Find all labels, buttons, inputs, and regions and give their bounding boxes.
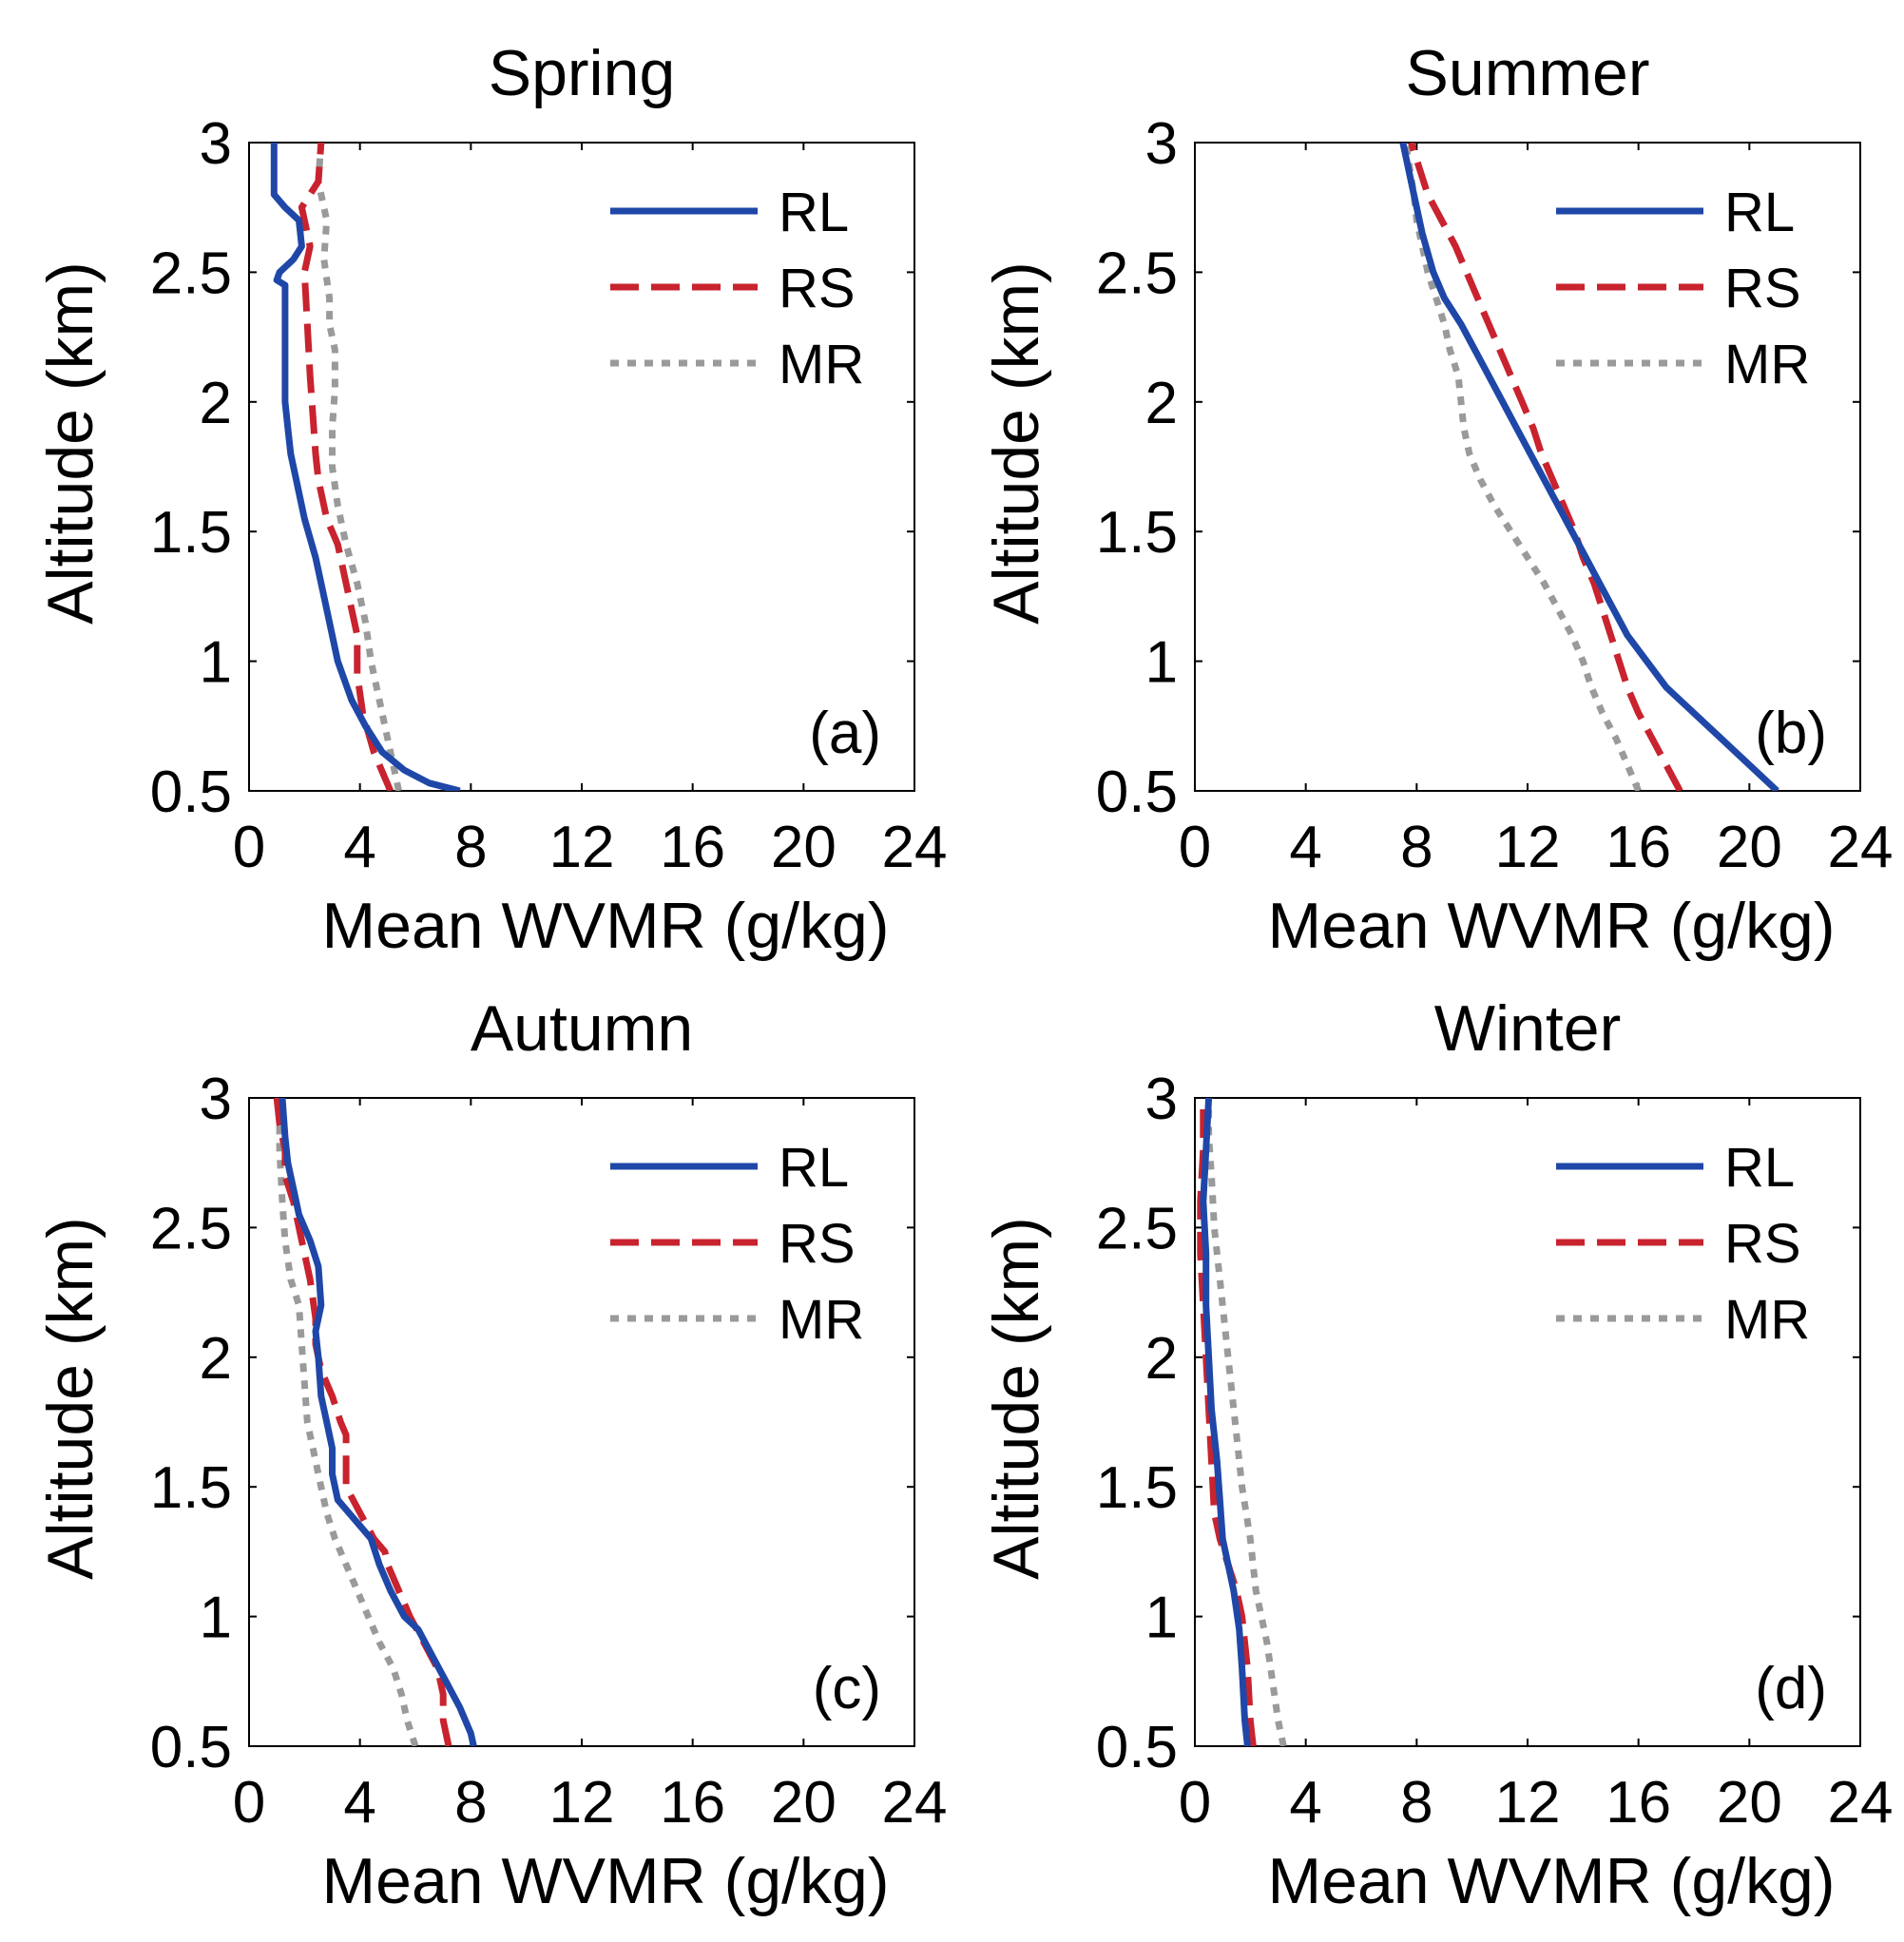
y-tick-label: 0.5 — [150, 1715, 232, 1780]
legend-label-mr: MR — [1724, 1289, 1810, 1351]
y-tick-label: 2 — [1145, 1326, 1178, 1392]
x-tick-label: 20 — [771, 815, 837, 880]
x-tick-label: 8 — [454, 1770, 487, 1836]
x-tick-label: 20 — [1717, 815, 1782, 880]
x-axis-label: Mean WVMR (g/kg) — [322, 890, 890, 962]
x-tick-label: 4 — [1289, 1770, 1321, 1836]
chart-panel-winter: Winter 0 4 8 12 16 20 24 0.5 1 1.5 2 2.5 3 Mean WVMR (… — [980, 992, 1893, 1917]
y-tick-label: 1 — [1145, 1586, 1178, 1651]
y-tick-label: 1 — [1145, 630, 1178, 696]
x-tick-label: 0 — [1179, 815, 1211, 880]
chart-title: Autumn — [471, 992, 693, 1065]
x-tick-label: 24 — [882, 815, 948, 880]
chart-title: Spring — [489, 37, 676, 109]
chart-panel-summer: Summer 0 4 8 12 16 20 24 0.5 1 1.5 2 2.5 3 Mean WVMR (… — [980, 37, 1893, 962]
chart-title: Winter — [1434, 992, 1621, 1065]
x-tick-label: 8 — [454, 815, 487, 880]
series-line-rl — [1399, 143, 1779, 791]
x-tick-label: 4 — [343, 1770, 375, 1836]
legend-label-rs: RS — [779, 258, 856, 319]
x-tick-label: 12 — [549, 1770, 615, 1836]
legend-label-mr: MR — [779, 1289, 864, 1351]
y-tick-label: 3 — [1145, 111, 1178, 177]
panel-label: (c) — [813, 1656, 881, 1721]
x-tick-label: 20 — [771, 1770, 837, 1836]
x-axis-label: Mean WVMR (g/kg) — [1268, 890, 1836, 962]
x-tick-label: 16 — [1606, 1770, 1671, 1836]
legend-label-rl: RL — [1724, 1137, 1795, 1199]
y-tick-label: 1 — [200, 630, 232, 696]
series-line-rs — [1197, 1098, 1257, 1746]
series-line-mr — [1205, 1098, 1287, 1746]
series-line-rl — [1200, 1098, 1251, 1746]
legend-label-rs: RS — [779, 1213, 856, 1275]
x-tick-label: 20 — [1717, 1770, 1782, 1836]
legend-label-rs: RS — [1724, 258, 1801, 319]
y-tick-label: 2.5 — [150, 1196, 232, 1261]
y-tick-label: 0.5 — [1096, 1715, 1178, 1780]
series-line-rl — [279, 1098, 477, 1746]
x-tick-label: 24 — [1828, 1770, 1894, 1836]
x-tick-label: 8 — [1400, 815, 1433, 880]
y-tick-label: 2 — [200, 371, 232, 436]
y-tick-label: 3 — [1145, 1067, 1178, 1132]
y-axis-label: Altitude (km) — [34, 261, 106, 625]
y-axis-label: Altitude (km) — [980, 261, 1052, 625]
x-tick-label: 12 — [1495, 1770, 1561, 1836]
chart-title: Summer — [1406, 37, 1650, 109]
x-tick-label: 12 — [549, 815, 615, 880]
chart-panel-autumn: Autumn 0 4 8 12 16 20 24 0.5 1 1.5 2 2.5 3 Mean WVMR (… — [34, 992, 947, 1917]
y-tick-label: 2.5 — [1096, 240, 1178, 306]
y-tick-label: 1.5 — [1096, 1455, 1178, 1521]
x-tick-label: 16 — [660, 815, 725, 880]
x-axis-label: Mean WVMR (g/kg) — [322, 1845, 890, 1917]
y-tick-label: 2.5 — [150, 240, 232, 306]
x-tick-label: 4 — [343, 815, 375, 880]
x-tick-label: 24 — [1828, 815, 1894, 880]
legend-label-rs: RS — [1724, 1213, 1801, 1275]
series-line-rl — [270, 143, 461, 791]
legend-label-rl: RL — [779, 182, 849, 243]
x-tick-label: 0 — [233, 815, 265, 880]
x-axis-label: Mean WVMR (g/kg) — [1268, 1845, 1836, 1917]
y-tick-label: 2 — [200, 1326, 232, 1392]
y-tick-label: 3 — [200, 1067, 232, 1132]
panel-label: (a) — [809, 701, 881, 766]
series-line-rs — [1408, 143, 1683, 791]
y-tick-label: 2.5 — [1096, 1196, 1178, 1261]
y-tick-label: 1.5 — [150, 1455, 232, 1521]
series-line-rs — [273, 1098, 452, 1746]
x-tick-label: 4 — [1289, 815, 1321, 880]
y-tick-label: 0.5 — [1096, 759, 1178, 825]
series-line-mr — [315, 143, 402, 791]
series-line-mr — [1402, 143, 1642, 791]
y-tick-label: 1 — [200, 1586, 232, 1651]
x-tick-label: 12 — [1495, 815, 1561, 880]
legend-label-rl: RL — [1724, 182, 1795, 243]
y-tick-label: 1.5 — [150, 500, 232, 566]
x-tick-label: 8 — [1400, 1770, 1433, 1836]
x-tick-label: 16 — [1606, 815, 1671, 880]
x-tick-label: 24 — [882, 1770, 948, 1836]
y-axis-label: Altitude (km) — [34, 1217, 106, 1580]
y-tick-label: 2 — [1145, 371, 1178, 436]
legend-label-rl: RL — [779, 1137, 849, 1199]
legend-label-mr: MR — [779, 334, 864, 395]
x-tick-label: 0 — [233, 1770, 265, 1836]
series-line-mr — [276, 1098, 419, 1746]
panel-label: (d) — [1755, 1656, 1827, 1721]
legend-label-mr: MR — [1724, 334, 1810, 395]
y-axis-label: Altitude (km) — [980, 1217, 1052, 1580]
y-tick-label: 0.5 — [150, 759, 232, 825]
y-tick-label: 3 — [200, 111, 232, 177]
x-tick-label: 16 — [660, 1770, 725, 1836]
panel-label: (b) — [1755, 701, 1827, 766]
series-line-rs — [298, 143, 394, 791]
y-tick-label: 1.5 — [1096, 500, 1178, 566]
chart-panel-spring: Spring 0 4 8 12 16 20 24 0.5 1 1.5 2 2.5 3 Mean WVMR (… — [34, 37, 947, 962]
x-tick-label: 0 — [1179, 1770, 1211, 1836]
